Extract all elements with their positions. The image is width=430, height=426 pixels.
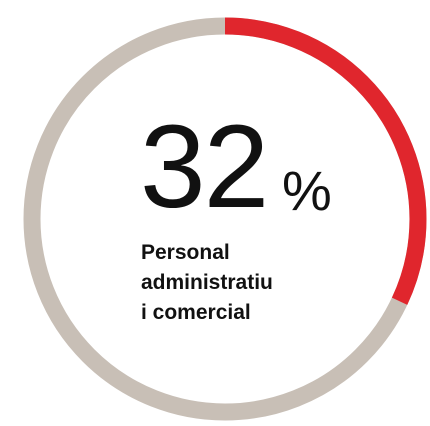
percentage-value: 32 xyxy=(140,101,269,233)
category-label-line-1: Personal xyxy=(141,241,230,264)
category-label-line-3: i comercial xyxy=(141,301,251,324)
category-label: Personal administratiu i comercial xyxy=(141,238,273,328)
donut-value-arc xyxy=(23,17,427,421)
percent-sign: % xyxy=(282,159,332,222)
category-label-line-2: administratiu xyxy=(141,271,273,294)
